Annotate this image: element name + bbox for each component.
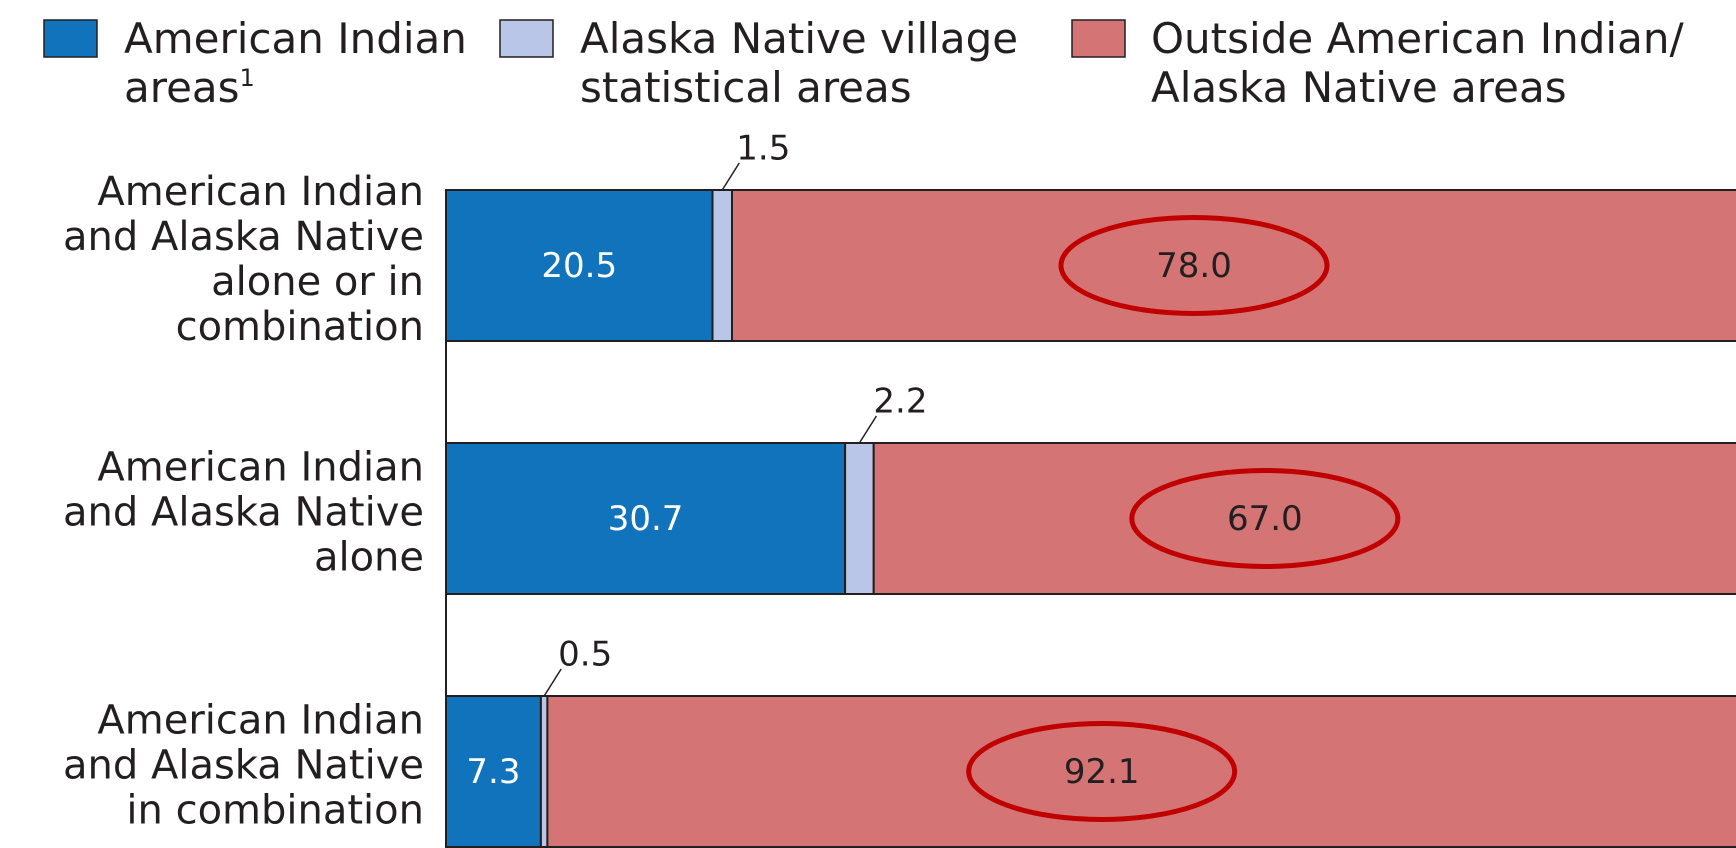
- category-label: alone: [314, 535, 424, 581]
- bar-segment: [546, 695, 1736, 848]
- legend-label: Outside American Indian/: [1151, 14, 1684, 63]
- legend-label: statistical areas: [580, 63, 912, 112]
- highlight-circle: [1058, 215, 1330, 316]
- value-label: 67.0: [1227, 499, 1303, 539]
- leader-line: [721, 162, 740, 191]
- footnote-mark: 1: [240, 64, 255, 92]
- value-label: 92.1: [1064, 752, 1140, 792]
- bar-segment: [844, 442, 875, 595]
- category-label: combination: [176, 304, 424, 350]
- bar-segment: [872, 442, 1736, 595]
- legend-label: American Indian: [124, 14, 467, 63]
- value-label: 2.2: [873, 382, 927, 422]
- leader-line: [543, 668, 562, 697]
- category-label: and Alaska Native: [63, 743, 424, 789]
- bar-segment: [445, 189, 714, 342]
- bar-segment: [711, 189, 733, 342]
- leader-line: [858, 415, 878, 444]
- value-label: 1.5: [736, 129, 790, 169]
- value-label: 78.0: [1156, 246, 1232, 286]
- legend-swatch: [43, 19, 98, 58]
- highlight-circle: [966, 721, 1238, 822]
- category-label: and Alaska Native: [63, 490, 424, 536]
- bar-segment: [731, 189, 1736, 342]
- legend-swatch: [1071, 19, 1126, 58]
- category-label: American Indian: [97, 445, 424, 491]
- category-label: alone or in: [211, 259, 424, 305]
- value-label: 20.5: [541, 246, 617, 286]
- value-label: 0.5: [558, 635, 612, 675]
- bar-segment: [445, 695, 542, 848]
- legend-label: Alaska Native village: [580, 14, 1018, 63]
- category-label: in combination: [126, 788, 424, 834]
- value-label: 7.3: [466, 752, 520, 792]
- legend-label: areas1: [124, 63, 255, 112]
- legend-label: Alaska Native areas: [1151, 63, 1567, 112]
- category-label: and Alaska Native: [63, 214, 424, 260]
- category-label: American Indian: [97, 169, 424, 215]
- legend-swatch: [499, 19, 554, 58]
- category-label: American Indian: [97, 698, 424, 744]
- value-label: 30.7: [608, 499, 684, 539]
- highlight-circle: [1129, 468, 1401, 569]
